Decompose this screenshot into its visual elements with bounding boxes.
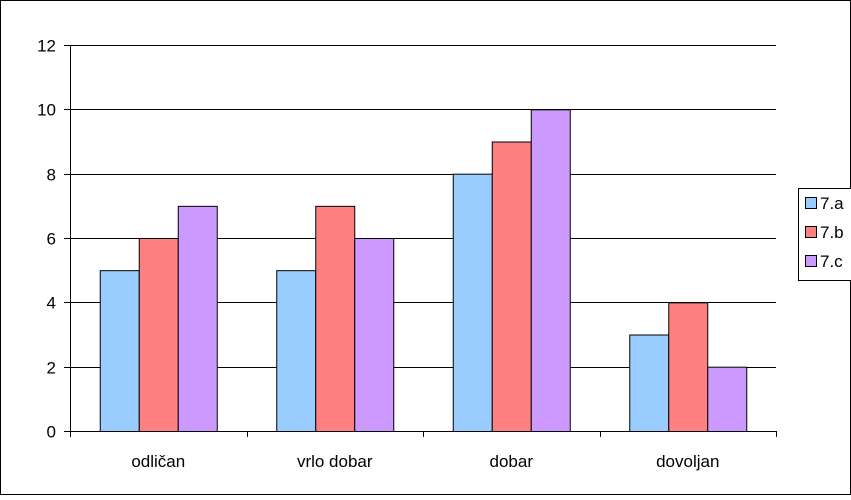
bar-7.c-dobar — [531, 110, 570, 432]
bar-7.b-dobar — [492, 142, 531, 432]
bar-7.a-dobar — [453, 174, 492, 431]
legend-label: 7.b — [820, 223, 844, 242]
bar-7.b-vrlo dobar — [316, 206, 355, 431]
bar-7.c-dovoljan — [708, 367, 747, 431]
legend-swatch — [806, 256, 817, 267]
legend-swatch — [806, 227, 817, 238]
legend: 7.a 7.b 7.c — [799, 189, 851, 281]
bar-7.a-vrlo dobar — [277, 271, 316, 432]
bar-7.c-vrlo dobar — [355, 239, 394, 432]
y-tick-label: 12 — [37, 37, 56, 56]
legend-label: 7.a — [820, 194, 844, 213]
bar-7.b-odličan — [139, 239, 178, 432]
y-tick-label: 0 — [47, 423, 56, 442]
x-tick-label: dobar — [490, 452, 534, 471]
bar-7.b-dovoljan — [669, 303, 708, 432]
x-tick-label: odličan — [131, 452, 185, 471]
bar-7.c-odličan — [178, 206, 217, 431]
y-tick-label: 8 — [47, 166, 56, 185]
legend-swatch — [806, 198, 817, 209]
bar-7.a-odličan — [100, 271, 139, 432]
y-tick-label: 4 — [47, 294, 56, 313]
y-tick-label: 6 — [47, 230, 56, 249]
bar-7.a-dovoljan — [630, 335, 669, 432]
x-tick-label: vrlo dobar — [297, 452, 373, 471]
x-tick-label: dovoljan — [656, 452, 719, 471]
legend-label: 7.c — [820, 252, 843, 271]
y-tick-label: 2 — [47, 359, 56, 378]
y-tick-label: 10 — [37, 101, 56, 120]
